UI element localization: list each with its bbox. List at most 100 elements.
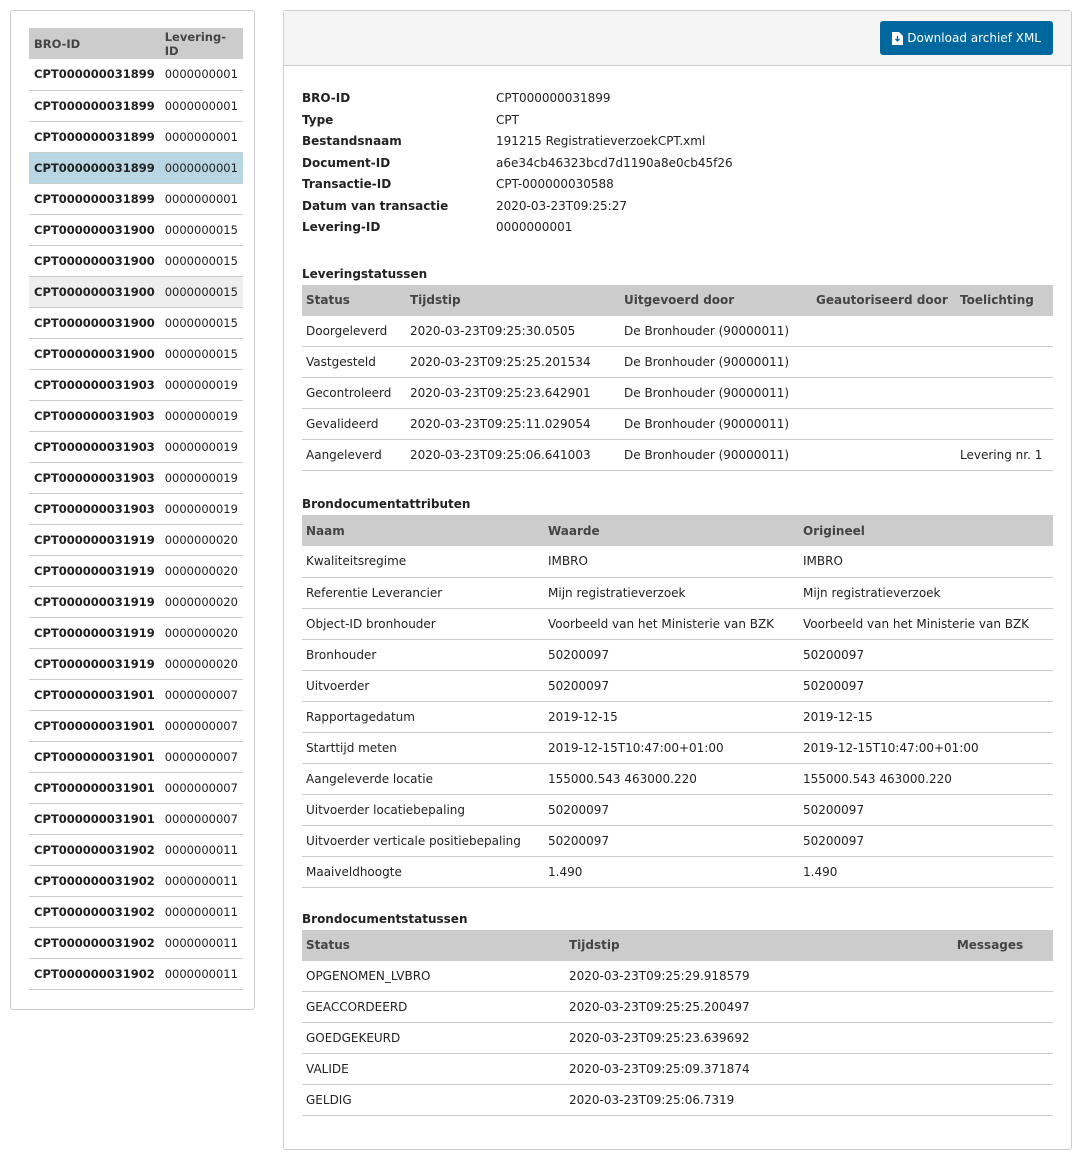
- list-row[interactable]: CPT000000031903 0000000019: [29, 400, 243, 432]
- list-row[interactable]: CPT000000031902 0000000011: [29, 927, 243, 959]
- list-row[interactable]: CPT000000031900 0000000015: [29, 245, 243, 277]
- list-row[interactable]: CPT000000031899 0000000001: [29, 90, 243, 122]
- table-cell: De Bronhouder (90000011): [620, 439, 812, 471]
- list-row[interactable]: CPT000000031919 0000000020: [29, 524, 243, 556]
- table-cell: 2019-12-15T10:47:00+01:00: [544, 732, 799, 764]
- table-cell: Maaiveldhoogte: [302, 856, 544, 888]
- detail-header: Download archief XML: [284, 11, 1071, 66]
- table-row: Bronhouder 50200097 50200097: [302, 639, 1053, 671]
- table-cell: 2020-03-23T09:25:25.200497: [565, 991, 927, 1023]
- list-row[interactable]: CPT000000031899 0000000001: [29, 183, 243, 215]
- bro-id-cell: CPT000000031899: [29, 59, 160, 91]
- list-row[interactable]: CPT000000031902 0000000011: [29, 865, 243, 897]
- list-row[interactable]: CPT000000031901 0000000007: [29, 772, 243, 804]
- column-header: Levering-ID: [159, 28, 243, 59]
- list-row[interactable]: CPT000000031902 0000000011: [29, 958, 243, 990]
- bro-id-cell: CPT000000031901: [29, 803, 160, 835]
- table-cell: 50200097: [799, 794, 1053, 826]
- info-value: CPT000000031899: [496, 91, 611, 105]
- bro-id-cell: CPT000000031899: [29, 183, 160, 215]
- table-cell: 2020-03-23T09:25:25.201534: [406, 346, 620, 378]
- list-row[interactable]: CPT000000031919 0000000020: [29, 648, 243, 680]
- list-row[interactable]: CPT000000031900 0000000015: [29, 338, 243, 370]
- list-row[interactable]: CPT000000031900 0000000015: [29, 276, 243, 308]
- table-row: GEACCORDEERD 2020-03-23T09:25:25.200497: [302, 991, 1053, 1023]
- levering-id-cell: 0000000019: [159, 493, 243, 525]
- levering-id-cell: 0000000011: [159, 834, 243, 866]
- list-row[interactable]: CPT000000031900 0000000015: [29, 307, 243, 339]
- table-cell: Aangeleverde locatie: [302, 763, 544, 795]
- table-row: Aangeleverde locatie 155000.543 463000.22…: [302, 763, 1053, 795]
- table-cell: [927, 1022, 1053, 1054]
- list-row[interactable]: CPT000000031903 0000000019: [29, 431, 243, 463]
- table-cell: 2020-03-23T09:25:29.918579: [565, 960, 927, 992]
- table-row: Aangeleverd 2020-03-23T09:25:06.641003 De …: [302, 439, 1053, 471]
- table-cell: Referentie Leverancier: [302, 577, 544, 609]
- list-row[interactable]: CPT000000031903 0000000019: [29, 369, 243, 401]
- info-label: Levering-ID: [302, 220, 381, 234]
- levering-id-cell: 0000000020: [159, 617, 243, 649]
- column-header: Geautoriseerd door: [812, 284, 956, 316]
- bro-id-cell: CPT000000031919: [29, 524, 160, 556]
- table-row: Maaiveldhoogte 1.490 1.490: [302, 856, 1053, 888]
- bro-id-cell: CPT000000031899: [29, 152, 160, 184]
- table-cell: [927, 1084, 1053, 1116]
- levering-id-cell: 0000000019: [159, 431, 243, 463]
- table-row: VALIDE 2020-03-23T09:25:09.371874: [302, 1053, 1053, 1085]
- levering-id-cell: 0000000020: [159, 586, 243, 618]
- list-row[interactable]: CPT000000031899 0000000001: [29, 121, 243, 153]
- column-header: Status: [302, 284, 406, 316]
- attributen-title: Brondocumentattributen: [302, 497, 471, 511]
- list-row[interactable]: CPT000000031902 0000000011: [29, 834, 243, 866]
- column-header: Naam: [302, 515, 544, 546]
- table-cell: Vastgesteld: [302, 346, 406, 378]
- table-cell: Kwaliteitsregime: [302, 546, 544, 578]
- leveringstatussen-table: Status Tijdstip Uitgevoerd door Geautorisee…: [302, 284, 1053, 471]
- levering-id-cell: 0000000019: [159, 462, 243, 494]
- list-row[interactable]: CPT000000031919 0000000020: [29, 555, 243, 587]
- info-label: Datum van transactie: [302, 198, 449, 213]
- table-row: Uitvoerder verticale positiebepaling 5020…: [302, 825, 1053, 857]
- bro-id-cell: CPT000000031900: [29, 245, 160, 277]
- list-row[interactable]: CPT000000031903 0000000019: [29, 493, 243, 525]
- table-cell: Doorgeleverd: [302, 315, 406, 347]
- bro-id-cell: CPT000000031919: [29, 617, 160, 649]
- levering-id-cell: 0000000015: [159, 307, 243, 339]
- table-cell: [956, 346, 1053, 378]
- table-row: Vastgesteld 2020-03-23T09:25:25.201534 De …: [302, 346, 1053, 378]
- info-label: Document-ID: [302, 155, 391, 170]
- list-row[interactable]: CPT000000031919 0000000020: [29, 586, 243, 618]
- table-cell: [812, 377, 956, 409]
- info-value: 2020-03-23T09:25:27: [496, 198, 627, 213]
- list-row[interactable]: CPT000000031903 0000000019: [29, 462, 243, 494]
- table-cell: Uitvoerder: [302, 670, 544, 702]
- table-row: Referentie Leverancier Mijn registratieve…: [302, 577, 1053, 609]
- download-xml-button[interactable]: Download archief XML: [880, 21, 1053, 55]
- table-cell: 2019-12-15: [799, 701, 1053, 733]
- table-row: GOEDGEKEURD 2020-03-23T09:25:23.639692: [302, 1022, 1053, 1054]
- list-row[interactable]: CPT000000031901 0000000007: [29, 710, 243, 742]
- table-cell: De Bronhouder (90000011): [620, 377, 812, 409]
- column-header: Waarde: [544, 515, 799, 546]
- table-cell: Mijn registratieverzoek: [799, 577, 1053, 609]
- info-list: BRO-ID CPT000000031899 Type CPT Bestandsnaam…: [302, 88, 1053, 239]
- table-cell: 50200097: [544, 639, 799, 671]
- table-cell: [812, 315, 956, 347]
- table-row: Gecontroleerd 2020-03-23T09:25:23.642901 D…: [302, 377, 1053, 409]
- list-row[interactable]: CPT000000031899 0000000001: [29, 59, 243, 91]
- table-cell: 2019-12-15T10:47:00+01:00: [799, 732, 1053, 764]
- levering-id-cell: 0000000020: [159, 524, 243, 556]
- bro-id-cell: CPT000000031903: [29, 400, 160, 432]
- list-row[interactable]: CPT000000031902 0000000011: [29, 896, 243, 928]
- list-row[interactable]: CPT000000031919 0000000020: [29, 617, 243, 649]
- table-cell: GOEDGEKEURD: [302, 1022, 565, 1054]
- levering-id-cell: 0000000011: [159, 896, 243, 928]
- list-row[interactable]: CPT000000031899 0000000001: [29, 152, 243, 184]
- list-row[interactable]: CPT000000031901 0000000007: [29, 803, 243, 835]
- list-row[interactable]: CPT000000031901 0000000007: [29, 741, 243, 773]
- bro-id-cell: CPT000000031901: [29, 741, 160, 773]
- list-row[interactable]: CPT000000031901 0000000007: [29, 679, 243, 711]
- table-cell: 50200097: [544, 825, 799, 857]
- list-row[interactable]: CPT000000031900 0000000015: [29, 214, 243, 246]
- delivery-list-table: BRO-ID Levering-ID CPT000000031899 00000000…: [29, 28, 243, 990]
